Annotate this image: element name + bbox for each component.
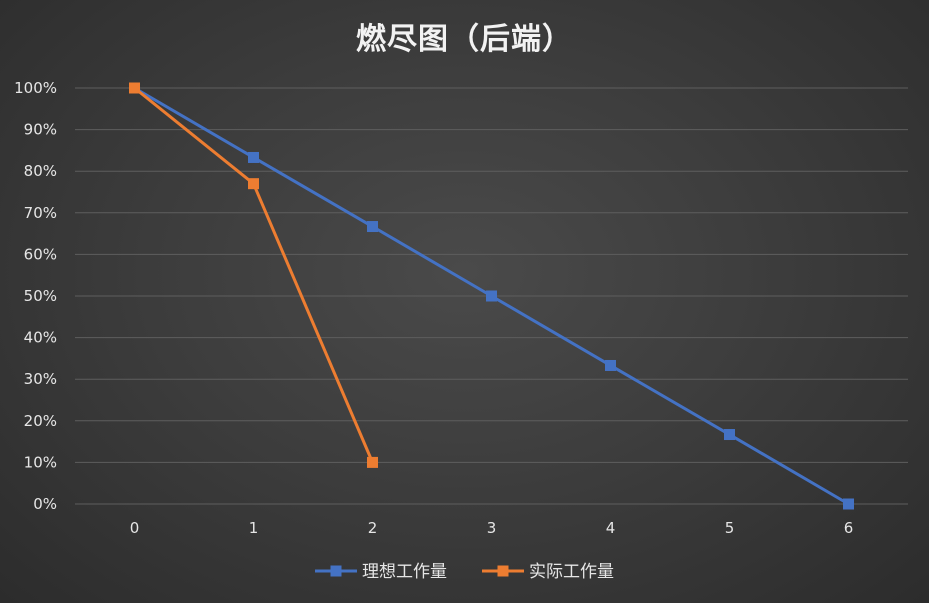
x-tick-label: 2 (368, 519, 378, 537)
x-tick-label: 5 (725, 519, 735, 537)
data-point-marker (248, 151, 259, 163)
x-tick-label: 6 (844, 519, 854, 537)
legend-item-1: 实际工作量 (482, 562, 614, 582)
data-point-marker (367, 456, 378, 468)
y-tick-label: 20% (24, 412, 57, 430)
x-tick-label: 3 (487, 519, 497, 537)
y-tick-label: 80% (24, 162, 57, 180)
legend: 理想工作量 实际工作量 (315, 562, 614, 582)
y-tick-label: 0% (33, 495, 57, 513)
x-tick-label: 4 (606, 519, 616, 537)
data-point-marker (605, 359, 616, 371)
y-tick-label: 40% (24, 329, 57, 347)
legend-item-0: 理想工作量 (315, 562, 447, 582)
legend-marker (330, 565, 342, 577)
x-tick-label: 1 (249, 519, 259, 537)
legend-label: 理想工作量 (362, 562, 447, 582)
y-tick-label: 10% (24, 453, 57, 471)
y-axis-ticks: 0% 10% 20% 30% 40% 50% 60% 70% 80% 90% 100% (14, 79, 57, 513)
data-point-marker (367, 221, 378, 233)
grid-layer (75, 87, 908, 505)
legend-marker (497, 565, 509, 577)
x-axis-ticks: 0 1 2 3 4 5 6 (130, 519, 854, 537)
data-point-marker (724, 429, 735, 441)
chart-title: 燃尽图（后端） (356, 22, 573, 57)
series-line (133, 86, 374, 463)
data-point-marker (248, 178, 259, 190)
y-tick-label: 50% (24, 287, 57, 305)
series-layer (129, 82, 854, 510)
series-1 (129, 82, 378, 468)
y-tick-label: 30% (24, 370, 57, 388)
y-tick-label: 70% (24, 204, 57, 222)
y-tick-label: 100% (14, 79, 57, 97)
legend-label: 实际工作量 (529, 562, 614, 582)
x-tick-label: 0 (130, 519, 140, 537)
y-tick-label: 60% (24, 245, 57, 263)
data-point-marker (486, 290, 497, 302)
y-tick-label: 90% (24, 121, 57, 139)
data-point-marker (129, 82, 140, 94)
data-point-marker (843, 498, 854, 510)
